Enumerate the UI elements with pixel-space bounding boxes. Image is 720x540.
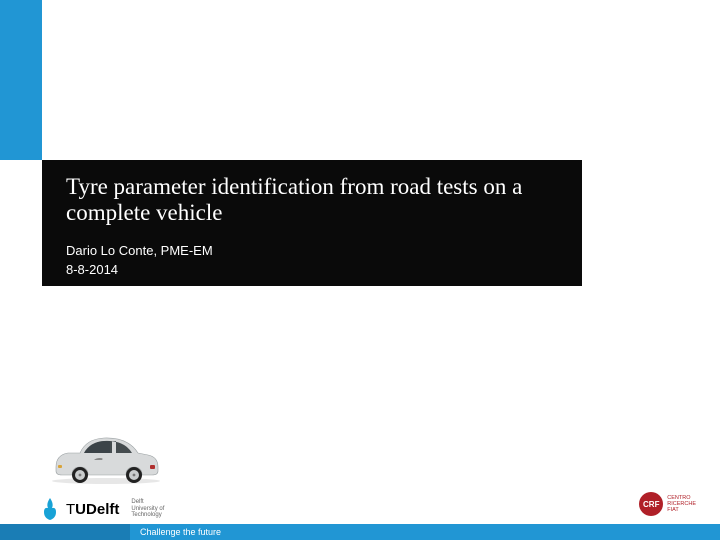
tudelft-subtext: Delft University of Technology xyxy=(131,499,164,519)
slide-title: Tyre parameter identification from road … xyxy=(66,174,558,227)
crf-circle-icon: CRF xyxy=(639,492,663,516)
car-illustration xyxy=(46,425,166,485)
tudelft-flame-icon xyxy=(42,498,58,520)
crf-text: CENTRO RICERCHE FIAT xyxy=(667,495,696,513)
crf-logo: CRF CENTRO RICERCHE FIAT xyxy=(639,492,696,516)
tagline: Challenge the future xyxy=(140,527,221,537)
title-block: Tyre parameter identification from road … xyxy=(42,160,582,286)
tudelft-logo: TUDelft Delft University of Technology xyxy=(42,498,164,520)
tudelft-wordmark: TUDelft xyxy=(66,501,119,518)
bottom-bar-corner xyxy=(0,524,130,540)
slide-date: 8-8-2014 xyxy=(66,260,558,280)
left-accent-stripe xyxy=(0,0,42,160)
slide-author: Dario Lo Conte, PME-EM xyxy=(66,241,558,261)
bottom-bar: Challenge the future xyxy=(0,524,720,540)
